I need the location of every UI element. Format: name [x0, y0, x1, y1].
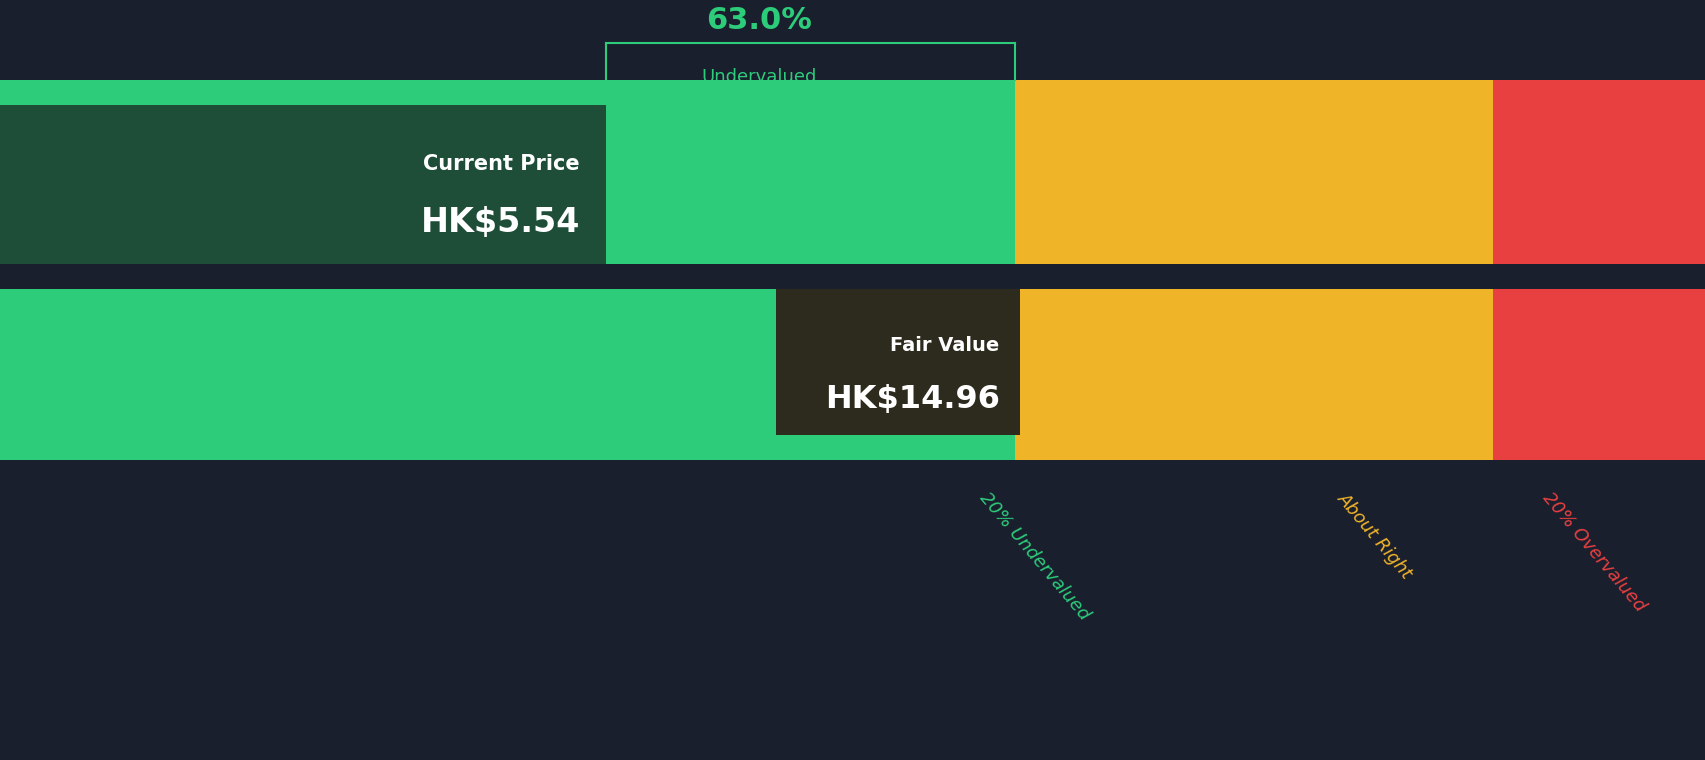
Text: HK$5.54: HK$5.54	[421, 206, 580, 239]
Bar	[1014, 289, 1373, 435]
Text: HK$14.96: HK$14.96	[824, 384, 999, 415]
Bar	[1373, 81, 1492, 106]
Bar	[1373, 106, 1492, 264]
Bar	[1492, 81, 1705, 106]
Bar	[1014, 81, 1373, 106]
Bar	[1373, 264, 1492, 289]
Bar	[776, 289, 1020, 435]
Bar	[1492, 264, 1705, 289]
Text: 20% Undervalued: 20% Undervalued	[975, 489, 1093, 624]
Bar	[0, 264, 1705, 289]
Bar	[0, 81, 1014, 106]
Text: About Right: About Right	[1333, 489, 1415, 582]
Bar	[0, 289, 1014, 435]
Bar	[0, 106, 605, 264]
Bar	[1014, 264, 1373, 289]
Bar	[1014, 106, 1373, 264]
Text: Fair Value: Fair Value	[890, 336, 999, 355]
Text: Undervalued: Undervalued	[701, 68, 817, 86]
Bar	[1492, 106, 1705, 264]
Bar	[1492, 289, 1705, 435]
Text: 20% Overvalued: 20% Overvalued	[1538, 489, 1647, 615]
Bar	[1492, 435, 1705, 460]
Bar	[0, 106, 1014, 264]
Bar	[1373, 435, 1492, 460]
Text: Current Price: Current Price	[423, 154, 580, 174]
Bar	[1373, 289, 1492, 435]
Bar	[0, 264, 1014, 289]
Bar	[1014, 435, 1373, 460]
Text: 63.0%: 63.0%	[706, 5, 812, 34]
Bar	[0, 435, 1014, 460]
